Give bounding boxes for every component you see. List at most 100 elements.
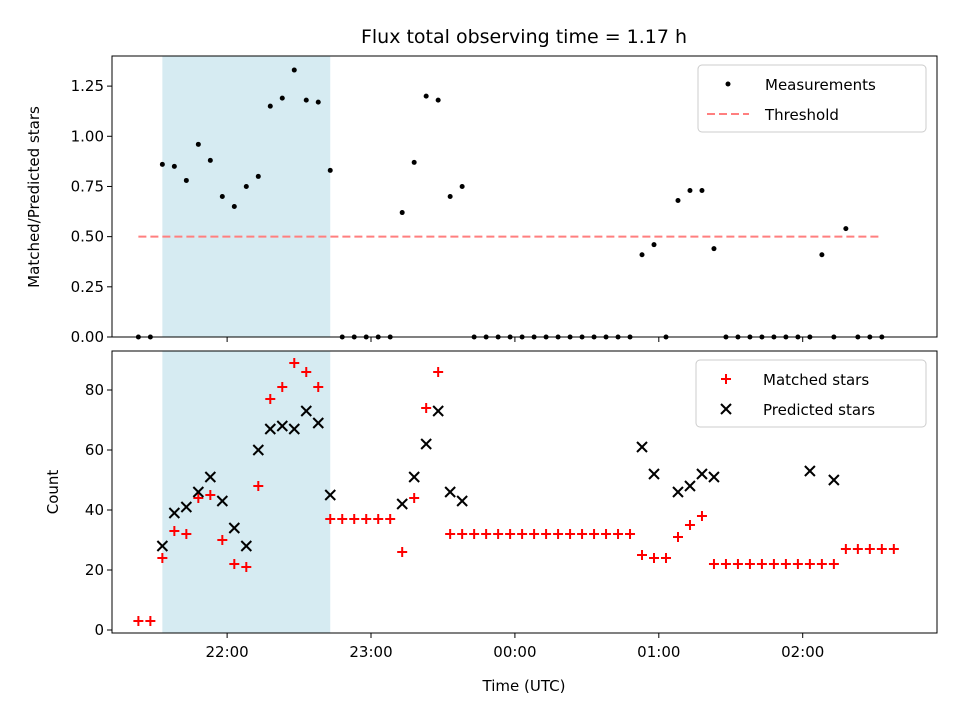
predicted-stars-point bbox=[396, 498, 408, 510]
top-panel: 0.00 0.25 0.50 0.75 1.00 1.25 Matched/Predict… bbox=[25, 55, 938, 346]
top-y-ticks: 0.00 0.25 0.50 0.75 1.00 1.25 bbox=[71, 77, 112, 346]
matched-stars-point bbox=[421, 403, 432, 413]
predicted-stars-point bbox=[408, 471, 420, 483]
matched-stars-point bbox=[169, 526, 180, 536]
predicted-stars-point bbox=[636, 441, 648, 453]
matched-stars-point bbox=[481, 529, 492, 539]
y-tick-label: 0 bbox=[94, 621, 104, 639]
matched-stars-point bbox=[277, 382, 288, 392]
measurement-point bbox=[675, 198, 681, 204]
matched-stars-point bbox=[313, 382, 324, 392]
predicted-stars-point bbox=[672, 486, 684, 498]
measurement-point bbox=[459, 183, 465, 189]
measurement-point bbox=[399, 210, 405, 216]
matched-stars-point bbox=[756, 559, 767, 569]
matched-stars-point bbox=[696, 511, 707, 521]
measurement-point bbox=[423, 93, 429, 99]
matched-stars-point bbox=[493, 529, 504, 539]
predicted-stars-point bbox=[708, 471, 720, 483]
matched-stars-point bbox=[649, 553, 660, 563]
matched-stars-point bbox=[193, 493, 204, 503]
measurement-point bbox=[687, 187, 693, 193]
matched-stars-point bbox=[217, 535, 228, 545]
matched-stars-point bbox=[469, 529, 480, 539]
matched-stars-point bbox=[876, 544, 887, 554]
matched-stars-point bbox=[349, 514, 360, 524]
measurement-point bbox=[435, 97, 441, 103]
matched-stars-point bbox=[613, 529, 624, 539]
x-tick-label: 01:00 bbox=[637, 643, 680, 661]
y-tick-label: 0.50 bbox=[71, 228, 104, 246]
top-plot-frame bbox=[111, 55, 938, 338]
y-tick-label: 60 bbox=[85, 441, 104, 459]
measurement-point bbox=[711, 246, 717, 252]
matched-stars-point bbox=[445, 529, 456, 539]
matched-stars-point bbox=[828, 559, 839, 569]
bottom-panel: 0 20 40 60 80 22:00 23:00 00:00 01:00 02:00 Coun… bbox=[44, 350, 938, 695]
matched-stars-point bbox=[325, 514, 336, 524]
predicted-stars-point bbox=[444, 486, 456, 498]
y-tick-label: 80 bbox=[85, 381, 104, 399]
matched-stars-point bbox=[565, 529, 576, 539]
measurement-point bbox=[243, 183, 249, 189]
matched-stars-point bbox=[373, 514, 384, 524]
matched-stars-point bbox=[229, 559, 240, 569]
matched-stars-point bbox=[505, 529, 516, 539]
top-legend: Measurements Threshold bbox=[697, 64, 927, 133]
matched-stars-point bbox=[541, 529, 552, 539]
matched-stars-point bbox=[720, 559, 731, 569]
y-tick-label: 1.25 bbox=[71, 77, 104, 95]
legend-predicted-icon bbox=[720, 403, 732, 415]
matched-stars-point bbox=[577, 529, 588, 539]
measurement-point bbox=[195, 141, 201, 147]
predicted-stars-point bbox=[432, 405, 444, 417]
top-shaded-span bbox=[162, 56, 331, 337]
predicted-stars-point bbox=[156, 540, 169, 552]
matched-stars-point bbox=[205, 490, 216, 500]
measurement-point bbox=[327, 167, 333, 173]
predicted-stars-point bbox=[456, 495, 468, 507]
measurement-point bbox=[219, 194, 225, 199]
y-tick-label: 0.00 bbox=[71, 328, 104, 346]
shaded-span-rect bbox=[162, 56, 331, 337]
top-x-ticks bbox=[226, 337, 804, 342]
matched-stars-point bbox=[409, 493, 420, 503]
matched-stars-point bbox=[780, 559, 791, 569]
matched-stars-point bbox=[816, 559, 827, 569]
matched-stars-point bbox=[265, 394, 276, 404]
y-tick-label: 0.25 bbox=[71, 278, 104, 296]
matched-stars-point bbox=[840, 544, 851, 554]
y-tick-label: 40 bbox=[85, 501, 104, 519]
y-tick-label: 1.00 bbox=[71, 127, 104, 145]
measurement-point bbox=[267, 103, 273, 109]
bottom-plot-frame bbox=[111, 350, 938, 634]
legend-measurements-label: Measurements bbox=[765, 76, 876, 94]
measurement-point bbox=[183, 177, 189, 183]
matched-stars-point bbox=[457, 529, 468, 539]
predicted-stars-point bbox=[696, 468, 708, 480]
matched-stars-point bbox=[804, 559, 815, 569]
legend-threshold-label: Threshold bbox=[764, 106, 839, 124]
measurement-point bbox=[651, 242, 657, 248]
predicted-stars-point bbox=[168, 507, 181, 519]
matched-stars-point bbox=[744, 559, 755, 569]
bottom-legend: Matched stars Predicted stars bbox=[695, 359, 927, 428]
predicted-stars-point bbox=[828, 474, 840, 486]
bottom-y-axis-label: Count bbox=[44, 470, 62, 515]
matched-stars-point bbox=[553, 529, 564, 539]
measurement-point bbox=[315, 99, 321, 105]
legend-matched-label: Matched stars bbox=[763, 371, 869, 389]
measurement-point bbox=[171, 163, 177, 169]
matched-stars-point bbox=[361, 514, 372, 524]
legend-measurements-icon bbox=[725, 81, 731, 87]
measurement-point bbox=[447, 194, 453, 199]
predicted-stars-point bbox=[312, 417, 324, 429]
bottom-panel-marks bbox=[133, 358, 899, 626]
matched-stars-point bbox=[385, 514, 396, 524]
matched-stars-point bbox=[241, 562, 252, 572]
measurement-point bbox=[279, 95, 285, 101]
matched-stars-point bbox=[672, 532, 683, 542]
y-tick-label: 0.75 bbox=[71, 177, 104, 195]
matched-stars-point bbox=[660, 553, 671, 563]
